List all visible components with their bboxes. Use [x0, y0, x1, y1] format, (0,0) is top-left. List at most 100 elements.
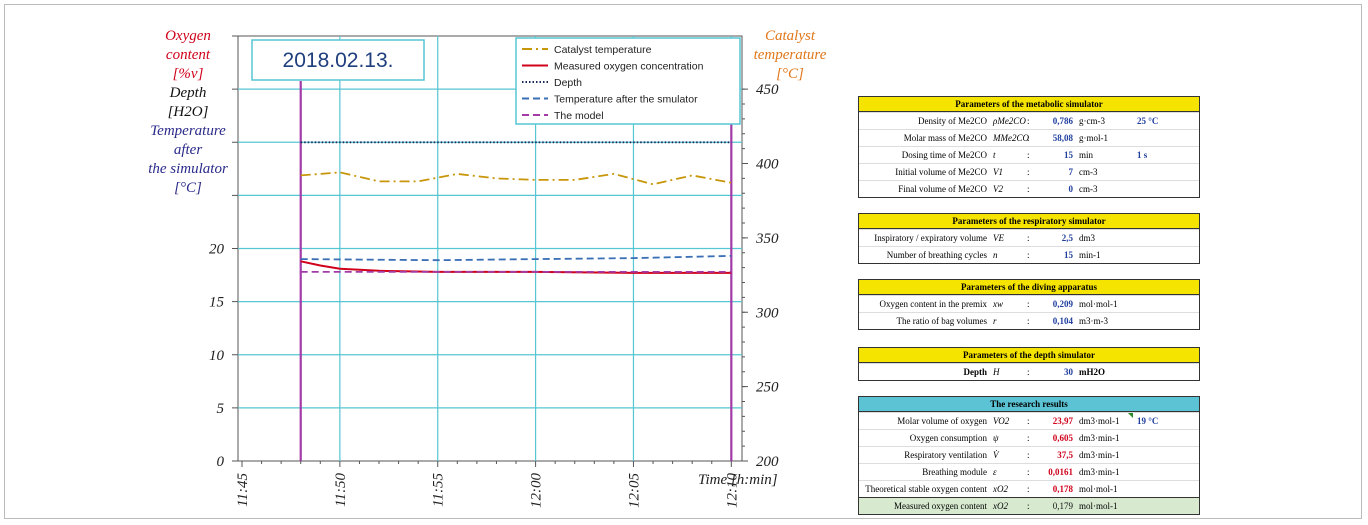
row-symbol: ψ	[993, 430, 1019, 446]
row-unit: dm3·min-1	[1079, 447, 1120, 463]
panel-row: Dosing time of Me2CO t : 15 min 1 s	[859, 146, 1199, 163]
row-extra: 1 s	[1137, 147, 1147, 163]
row-value: 0,0161	[1035, 464, 1073, 480]
row-label: Theoretical stable oxygen content	[865, 481, 987, 497]
panel-row: Oxygen content in the premix xw : 0,209 …	[859, 295, 1199, 312]
row-unit: mol·mol-1	[1079, 296, 1118, 312]
left-tick-label: 10	[209, 348, 225, 364]
panel-row: Breathing module ε : 0,0161 dm3·min-1	[859, 463, 1199, 480]
row-unit: cm-3	[1079, 164, 1098, 180]
row-unit: mol·mol-1	[1079, 481, 1118, 497]
panel-row: Number of breathing cycles n : 15 min-1	[859, 246, 1199, 263]
panel-title: Parameters of the depth simulator	[859, 348, 1199, 363]
x-tick-label: 11:55	[431, 473, 447, 507]
row-label: Initial volume of Me2CO	[895, 164, 987, 180]
depth-axis-label: [H2O]	[168, 104, 209, 120]
row-unit: mol·mol-1	[1079, 498, 1118, 514]
legend-label: The model	[554, 110, 604, 122]
right-tick-label: 400	[756, 157, 779, 173]
x-tick-label: 12:00	[529, 473, 545, 508]
panel-row: Final volume of Me2CO V2 : 0 cm-3	[859, 180, 1199, 197]
row-unit: mH2O	[1079, 364, 1105, 380]
oxygen-axis-label: [%v]	[173, 66, 204, 82]
x-tick-label: 11:45	[235, 473, 251, 507]
catalyst-axis-label: Catalyst	[765, 28, 816, 44]
respiratory-simulator-panel: Parameters of the respiratory simulator …	[858, 213, 1200, 264]
left-tick-label: 0	[217, 454, 225, 470]
oxygen-chart: 0 5 10 15 20 200 250 300 350 400 450 11:45 11:50 11:5…	[0, 0, 850, 525]
row-label: Final volume of Me2CO	[898, 181, 987, 197]
row-label: Depth	[963, 364, 987, 380]
row-label: Oxygen content in the premix	[880, 296, 987, 312]
left-tick-label: 15	[209, 295, 225, 311]
right-tick-label: 450	[756, 82, 779, 98]
row-symbol: t	[993, 147, 1019, 163]
row-label: Molar mass of Me2CO	[904, 130, 987, 146]
right-tick-label: 350	[755, 231, 779, 247]
right-tick-label: 200	[756, 454, 779, 470]
row-value: 58,08	[1035, 130, 1073, 146]
row-value: 0,178	[1035, 481, 1073, 497]
row-value: 0,605	[1035, 430, 1073, 446]
panel-row: Theoretical stable oxygen content xO2 : …	[859, 480, 1199, 497]
row-value: 0,786	[1035, 113, 1073, 129]
row-symbol: xO2	[993, 498, 1019, 514]
panel-title: Parameters of the diving apparatus	[859, 280, 1199, 295]
row-label: Density of Me2CO	[918, 113, 987, 129]
row-unit: g·cm-3	[1079, 113, 1105, 129]
row-value: 15	[1035, 147, 1073, 163]
oxygen-axis-label: content	[166, 47, 211, 63]
row-unit: cm-3	[1079, 181, 1098, 197]
row-value: 37,5	[1035, 447, 1073, 463]
catalyst-axis-label: temperature	[754, 47, 827, 63]
row-symbol: V2	[993, 181, 1019, 197]
x-tick-label: 11:50	[333, 473, 349, 507]
panel-title: Parameters of the respiratory simulator	[859, 214, 1199, 229]
row-label: Molar volume of oxygen	[897, 413, 987, 429]
panel-title: Parameters of the metabolic simulator	[859, 97, 1199, 112]
left-tick-label: 20	[209, 242, 225, 258]
panel-title: The research results	[859, 397, 1199, 412]
row-value: 15	[1035, 247, 1073, 263]
row-extra: 19 °C	[1137, 413, 1158, 429]
row-unit: min	[1079, 147, 1093, 163]
catalyst-axis-label: [°C]	[776, 66, 804, 82]
row-symbol: MMe2CO	[993, 130, 1019, 146]
row-unit: dm3	[1079, 230, 1095, 246]
left-tick-label: 5	[217, 401, 225, 417]
row-extra: 25 °C	[1137, 113, 1158, 129]
row-value: 23,97	[1035, 413, 1073, 429]
panel-row: Density of Me2CO ρMe2CO : 0,786 g·cm-3 2…	[859, 112, 1199, 129]
x-tick-label: 12:05	[626, 473, 642, 508]
row-label: Number of breathing cycles	[887, 247, 987, 263]
panel-row: Initial volume of Me2CO V1 : 7 cm-3	[859, 163, 1199, 180]
legend-label: Depth	[554, 77, 582, 89]
legend-label: Temperature after the smulator	[554, 94, 698, 106]
temperature-axis-label: after	[174, 142, 202, 158]
row-unit: dm3·min-1	[1079, 464, 1120, 480]
row-symbol: n	[993, 247, 1019, 263]
row-symbol: xw	[993, 296, 1019, 312]
row-value: 0,209	[1035, 296, 1073, 312]
right-tick-label: 250	[756, 380, 779, 396]
series-line	[301, 172, 732, 184]
temperature-axis-label: Temperature	[150, 123, 226, 139]
x-axis-label: Time [h:min]	[698, 472, 778, 488]
legend-label: Catalyst temperature	[554, 44, 652, 56]
row-symbol: H	[993, 364, 1019, 380]
comment-marker-icon	[1128, 413, 1133, 418]
panel-row: Inspiratory / expiratory volume VE : 2,5…	[859, 229, 1199, 246]
panel-row: Molar volume of oxygen VO2 : 23,97 dm3·m…	[859, 412, 1199, 429]
row-symbol: V̇	[993, 447, 1019, 463]
row-value: 0,104	[1035, 313, 1073, 329]
row-value: 30	[1035, 364, 1073, 380]
row-label: Breathing module	[922, 464, 987, 480]
row-label: Measured oxygen content	[894, 498, 987, 514]
metabolic-simulator-panel: Parameters of the metabolic simulator De…	[858, 96, 1200, 198]
temperature-axis-label: [°C]	[174, 180, 202, 196]
row-value: 0	[1035, 181, 1073, 197]
row-symbol: V1	[993, 164, 1019, 180]
series-line	[301, 256, 732, 260]
row-label: Inspiratory / expiratory volume	[874, 230, 987, 246]
row-symbol: ρMe2CO	[993, 113, 1019, 129]
